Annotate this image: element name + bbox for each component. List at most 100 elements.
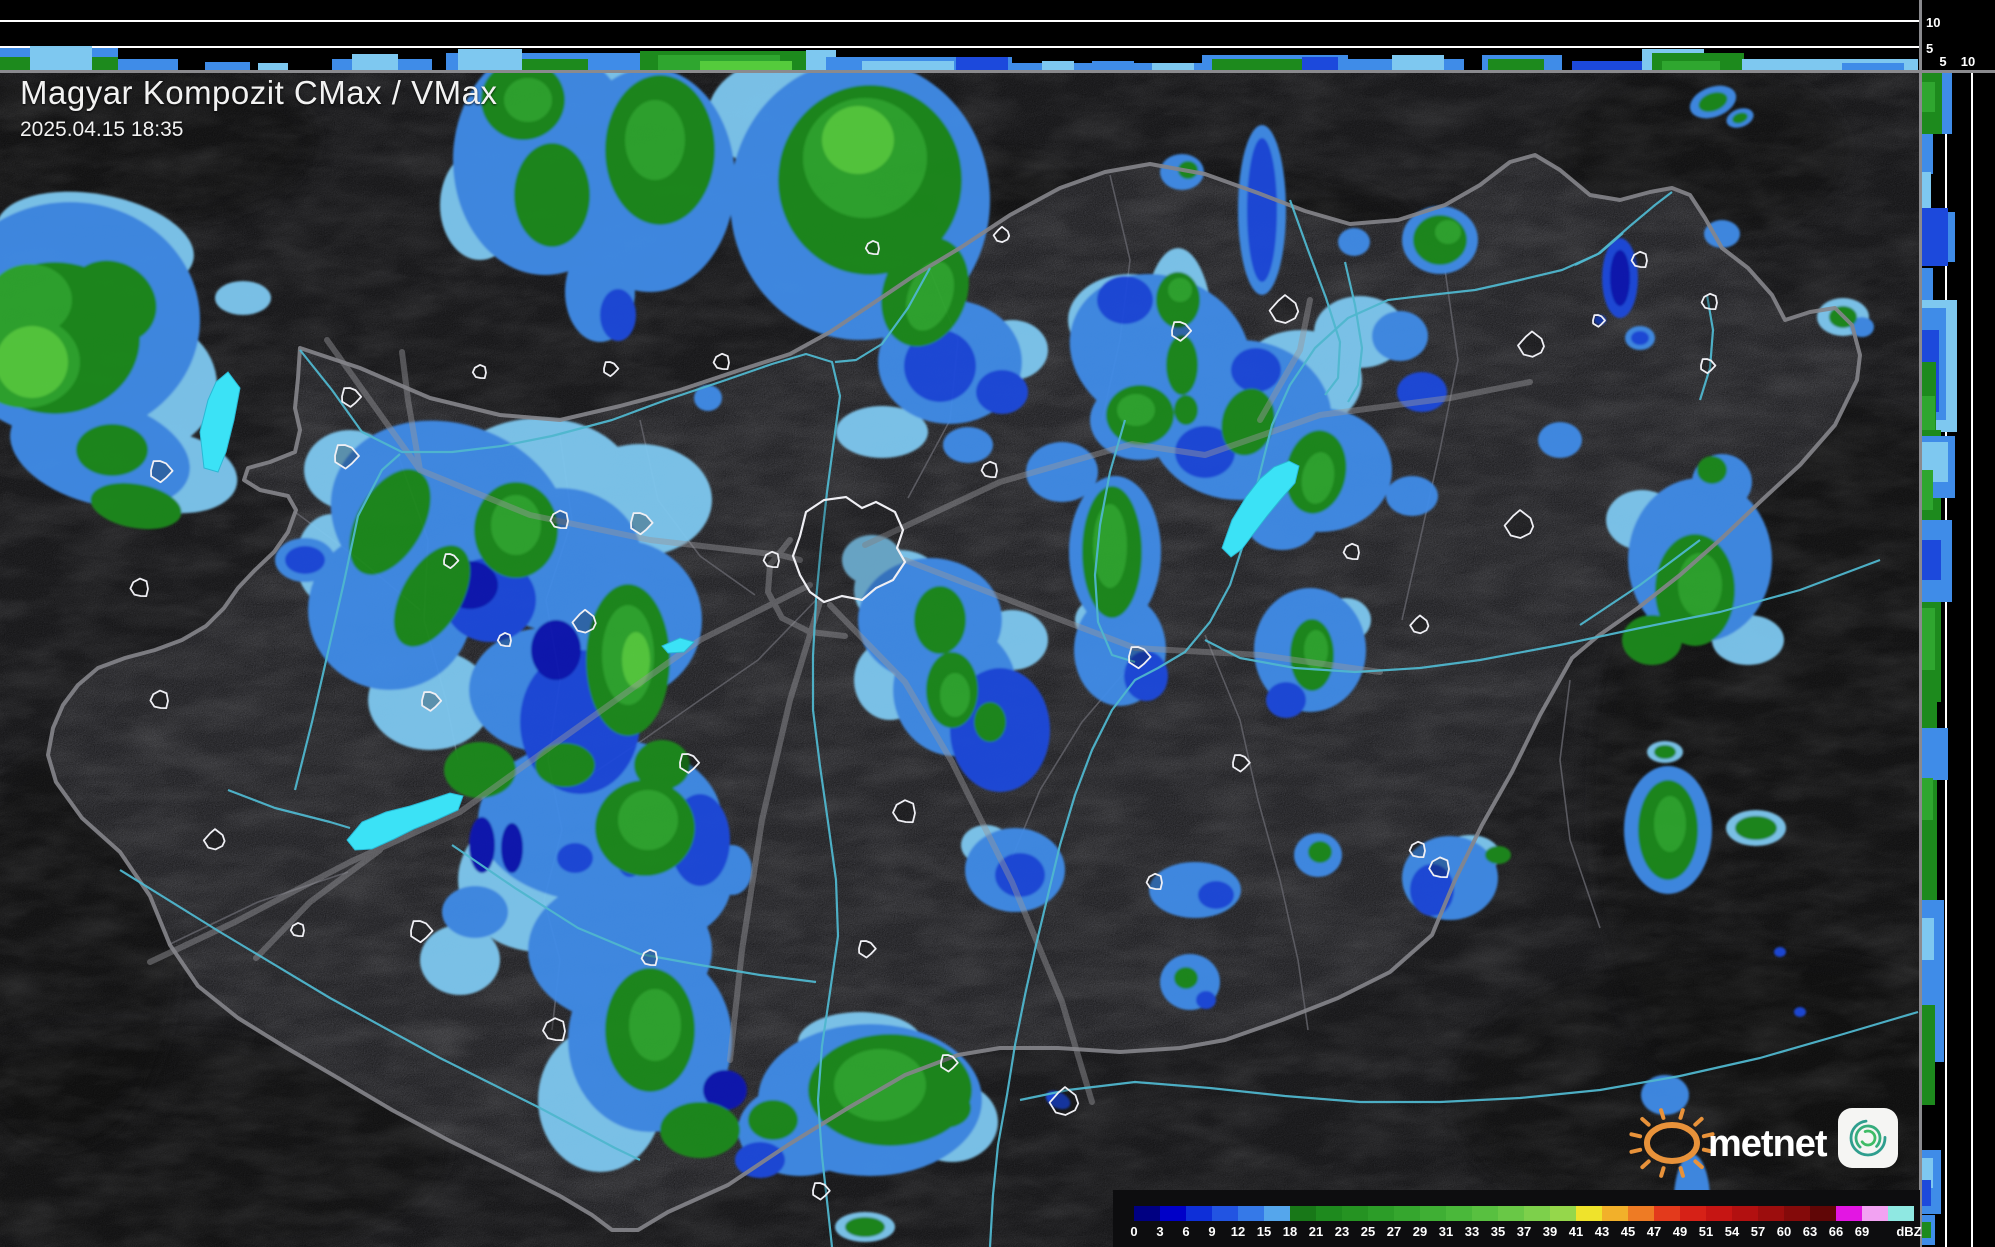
top-profile-echo (258, 63, 288, 70)
side-axis-label-5: 5 (1939, 54, 1946, 69)
echo-blob (1678, 553, 1722, 617)
river-line (451, 844, 817, 984)
echo-blob (442, 886, 508, 938)
echo-blob (420, 925, 500, 995)
echo-blob (1386, 476, 1438, 516)
county-border-line (167, 871, 349, 946)
town-outline (940, 1054, 959, 1073)
top-profile-echo (1042, 61, 1074, 70)
highway-line (147, 582, 813, 965)
town-outline (858, 940, 877, 959)
lake (661, 637, 695, 654)
top-height-profile (0, 20, 1919, 70)
dbz-cell (1290, 1206, 1316, 1221)
river-line (227, 788, 351, 830)
dbz-cell (1420, 1206, 1446, 1221)
echo-blob (1435, 220, 1461, 244)
echo-blob (1117, 394, 1155, 426)
river-line (1574, 232, 1624, 266)
top-profile-echo (862, 61, 954, 70)
river-line (1204, 558, 1881, 674)
dbz-threshold-label: 37 (1516, 1224, 1532, 1239)
dbz-unit-label: dBZ (1896, 1224, 1922, 1239)
top-profile-echo (1092, 61, 1134, 70)
highway-line (827, 602, 1095, 1105)
top-axis-label-5: 5 (1926, 41, 1933, 56)
sun-ray (1640, 1159, 1651, 1170)
town-outline (980, 460, 998, 479)
top-profile-echo (1662, 61, 1720, 70)
town-outline (341, 387, 363, 408)
dbz-threshold-label: 23 (1334, 1224, 1350, 1239)
dbz-cell (1524, 1206, 1550, 1221)
echo-blob (1221, 388, 1275, 456)
town-outline (1048, 1086, 1080, 1116)
town-outline (1630, 250, 1648, 269)
town-outline (864, 240, 880, 256)
echo-blob (1610, 250, 1630, 306)
side-profile-echo (1922, 918, 1934, 960)
dbz-threshold-label: 43 (1594, 1224, 1610, 1239)
dbz-threshold-label: 49 (1672, 1224, 1688, 1239)
main-map (0, 73, 1919, 1247)
echo-blob (1175, 426, 1235, 478)
echo-blob (491, 495, 541, 555)
river-line (293, 453, 401, 791)
dbz-threshold-label: 29 (1412, 1224, 1428, 1239)
highway-line (862, 379, 1533, 548)
dbz-cell (1706, 1206, 1732, 1221)
top-profile-echo (700, 61, 792, 70)
town-outline (812, 1182, 831, 1201)
town-outline (762, 550, 780, 569)
dbz-cell (1212, 1206, 1238, 1221)
town-outline (334, 444, 360, 470)
highway-line (324, 337, 803, 563)
top-profile-echo (1488, 59, 1544, 70)
dbz-threshold-label: 45 (1620, 1224, 1636, 1239)
echo-blob (1654, 796, 1686, 852)
echo-blob (1026, 442, 1098, 502)
side-profile-echo (1922, 208, 1948, 266)
river-line (1019, 1010, 1919, 1104)
echo-blob (1168, 278, 1192, 302)
highway-line (902, 557, 1383, 675)
river-line (1343, 261, 1364, 403)
echo-blob (67, 260, 157, 344)
dbz-cell (1810, 1206, 1836, 1221)
lake (199, 371, 241, 473)
side-profile-echo (1922, 1180, 1931, 1206)
dbz-cell (1654, 1206, 1680, 1221)
dbz-threshold-label: 6 (1182, 1224, 1190, 1239)
dbz-threshold-label: 54 (1724, 1224, 1740, 1239)
town-outline (150, 460, 174, 484)
echo-blob (393, 545, 471, 647)
dbz-threshold-label: 3 (1156, 1224, 1164, 1239)
top-profile-echo (1212, 59, 1308, 70)
top-profile-echo (1742, 59, 1918, 70)
radar-echoes (0, 73, 1874, 1246)
echo-blob (469, 817, 495, 873)
side-profile-echo (1922, 268, 1933, 304)
dbz-threshold-label: 51 (1698, 1224, 1714, 1239)
dbz-threshold-label: 35 (1490, 1224, 1506, 1239)
echo-blob (1301, 452, 1335, 504)
echo-blob (703, 1070, 747, 1110)
side-profile-echo (1922, 470, 1933, 510)
dbz-threshold-label: 47 (1646, 1224, 1662, 1239)
dbz-threshold-label: 18 (1282, 1224, 1298, 1239)
page-title: Magyar Kompozit CMax / VMax (20, 74, 498, 111)
town-outline (129, 577, 149, 598)
echo-blob (976, 370, 1028, 414)
timestamp: 2025.04.15 18:35 (20, 118, 184, 141)
echo-blob (501, 823, 523, 873)
dbz-cell (1368, 1206, 1394, 1221)
dbz-cell (1264, 1206, 1290, 1221)
town-outline (679, 753, 701, 774)
side-profile-echo (1922, 1158, 1933, 1188)
dbz-cell (1186, 1206, 1212, 1221)
echo-blob (535, 743, 595, 787)
county-border-line (1204, 634, 1309, 1031)
echo-blob (1794, 1007, 1806, 1017)
dbz-cell (1784, 1206, 1810, 1221)
town-outline (202, 828, 226, 851)
